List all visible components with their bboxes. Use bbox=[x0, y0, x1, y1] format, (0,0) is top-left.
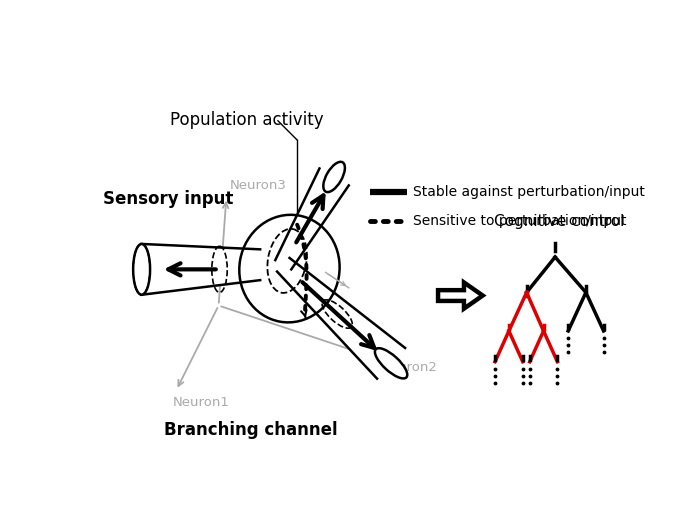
Text: Branching channel: Branching channel bbox=[164, 421, 338, 439]
Text: Stable against perturbation/input: Stable against perturbation/input bbox=[414, 185, 645, 200]
Text: Population activity: Population activity bbox=[170, 111, 324, 129]
Ellipse shape bbox=[323, 162, 345, 192]
Ellipse shape bbox=[375, 348, 407, 379]
Text: Cognitive control: Cognitive control bbox=[494, 214, 624, 228]
Text: Neuron1: Neuron1 bbox=[172, 396, 230, 410]
Text: Neuron2: Neuron2 bbox=[380, 361, 438, 374]
Ellipse shape bbox=[239, 215, 340, 322]
Text: Sensitive to perturbation/input: Sensitive to perturbation/input bbox=[414, 214, 627, 228]
Polygon shape bbox=[438, 282, 483, 309]
Polygon shape bbox=[141, 244, 260, 295]
Text: Sensory input: Sensory input bbox=[103, 190, 234, 208]
Polygon shape bbox=[275, 169, 349, 269]
Polygon shape bbox=[277, 258, 405, 379]
Ellipse shape bbox=[133, 244, 150, 295]
Text: Neuron3: Neuron3 bbox=[230, 178, 287, 192]
